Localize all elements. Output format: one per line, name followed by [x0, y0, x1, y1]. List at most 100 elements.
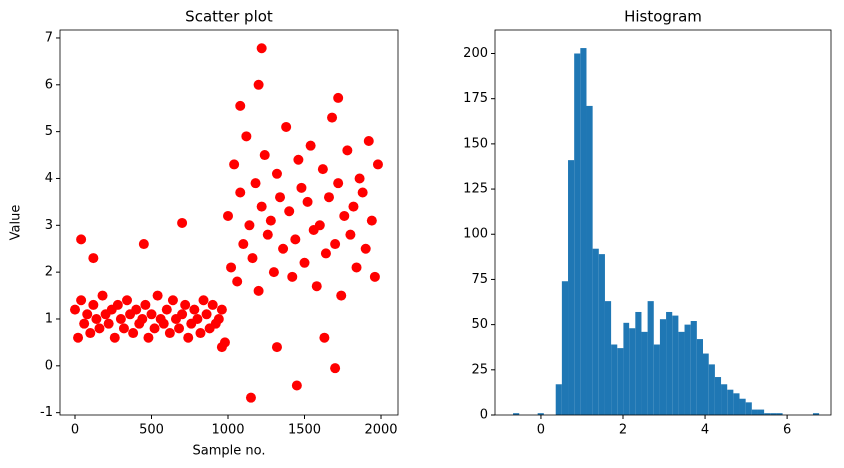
histogram-bar [714, 377, 722, 415]
scatter-point [296, 182, 307, 193]
scatter-point [265, 215, 276, 226]
histogram-bar [598, 254, 605, 415]
scatter-point [103, 318, 114, 329]
scatter-point [241, 131, 252, 142]
scatter-point [79, 318, 90, 329]
axes-frame [494, 29, 832, 416]
scatter-point [348, 201, 359, 212]
scatter-point [351, 262, 362, 273]
scatter-point [302, 196, 313, 207]
scatter-point [149, 323, 160, 334]
histogram-bar [721, 384, 728, 415]
histogram-bar [568, 160, 575, 415]
scatter-point [330, 363, 341, 374]
scatter-point [333, 92, 344, 103]
y-axis-label: Value [9, 205, 24, 241]
x-tick-label: 2000 [364, 423, 397, 438]
scatter-point [91, 313, 102, 324]
scatter-point [115, 313, 126, 324]
histogram-bar [776, 413, 783, 415]
histogram-bar [812, 413, 820, 415]
histogram-bar [647, 301, 654, 415]
histogram-bar [641, 331, 648, 415]
y-tick-label: 25 [471, 362, 488, 377]
scatter-point [88, 299, 99, 310]
histogram-bar [708, 364, 715, 415]
histogram-bar [739, 398, 746, 415]
scatter-point [245, 392, 256, 403]
scatter-point [143, 332, 154, 343]
scatter-point [235, 187, 246, 198]
scatter-point [76, 295, 87, 306]
y-tick-label: 50 [471, 317, 488, 332]
histogram-bar [604, 301, 612, 415]
scatter-point [140, 299, 151, 310]
scatter-point [293, 154, 304, 165]
histogram-bar [617, 348, 624, 415]
histogram-bar [537, 413, 544, 415]
scatter-point [167, 295, 178, 306]
y-tick-label: 4 [45, 171, 53, 186]
x-tick-label: 6 [783, 423, 791, 438]
scatter-point [256, 201, 267, 212]
scatter-point [268, 267, 279, 278]
y-tick-label: 1 [45, 311, 53, 326]
scatter-point [137, 313, 148, 324]
scatter-point [109, 332, 120, 343]
scatter-point [333, 178, 344, 189]
scatter-point [259, 150, 270, 161]
x-tick-label: 0 [71, 423, 79, 438]
scatter-point [88, 253, 99, 264]
scatter-point [189, 304, 200, 315]
scatter-point [216, 342, 227, 353]
scatter-point [85, 328, 96, 339]
y-tick-label: 100 [463, 227, 488, 242]
scatter-point [253, 285, 264, 296]
scatter-point [336, 290, 347, 301]
scatter-point [201, 309, 212, 320]
histogram-bar [666, 311, 673, 415]
histogram-bar [745, 402, 752, 415]
histogram-bar [659, 319, 667, 415]
scatter-point [278, 243, 289, 254]
scatter-point [250, 178, 261, 189]
x-axis-label: Sample no. [193, 444, 266, 459]
scatter-point [319, 332, 330, 343]
y-tick-label: 3 [45, 218, 53, 233]
scatter-point [339, 210, 350, 221]
scatter-point [138, 239, 149, 250]
scatter-point [360, 243, 371, 254]
scatter-point [320, 248, 331, 259]
y-tick-label: 7 [45, 30, 53, 45]
histogram-bar [555, 384, 562, 415]
histogram-bar [678, 331, 685, 415]
y-tick-label: 2 [45, 265, 53, 280]
histogram-bar [574, 53, 581, 416]
scatter-point [256, 43, 267, 54]
scatter-point [311, 281, 322, 292]
scatter-point [198, 295, 209, 306]
scatter-point [229, 159, 240, 170]
histogram-bar [611, 344, 618, 415]
scatter-point [73, 332, 84, 343]
scatter-point [128, 328, 139, 339]
x-tick-label: 2 [619, 423, 627, 438]
scatter-point [290, 234, 301, 245]
scatter-point [235, 100, 246, 111]
y-tick-label: 125 [463, 182, 488, 197]
scatter-point [177, 217, 188, 228]
scatter-point [152, 290, 163, 301]
histogram-bar [727, 389, 734, 415]
scatter-point [226, 262, 237, 273]
y-tick-label: 175 [463, 91, 488, 106]
scatter-point [342, 145, 353, 156]
scatter-point [345, 229, 356, 240]
scatter-point [238, 239, 249, 250]
scatter-point [372, 159, 383, 170]
scatter-point [247, 253, 258, 264]
scatter-point [271, 168, 282, 179]
scatter-point [223, 210, 234, 221]
scatter-point [363, 136, 374, 147]
scatter-point [122, 295, 133, 306]
